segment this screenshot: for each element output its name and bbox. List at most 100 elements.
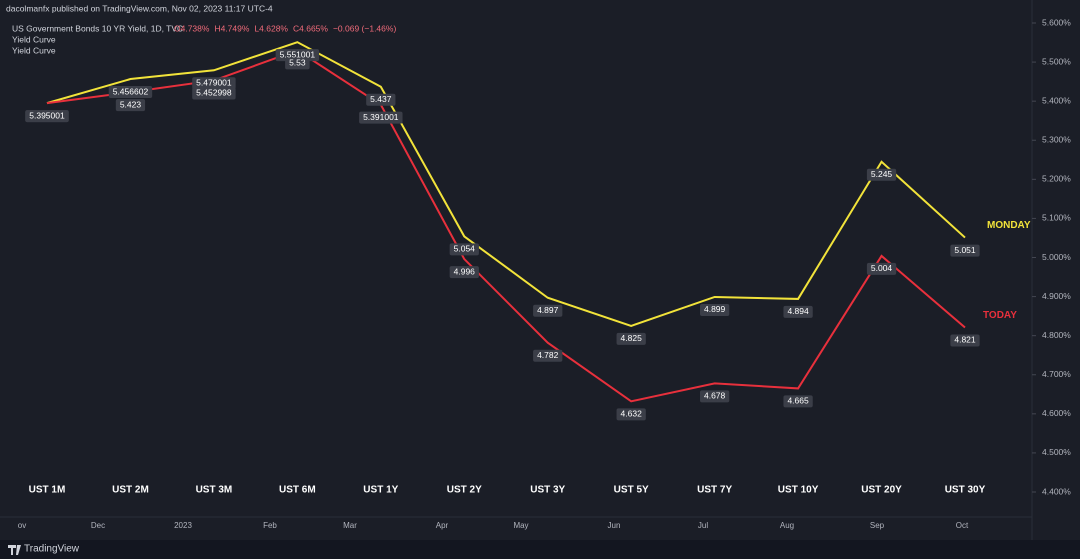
published: dacolmanfx published on TradingView.com,… xyxy=(6,3,273,13)
y-tick-label: 4.800% xyxy=(1042,330,1071,340)
x-tick-label: UST 30Y xyxy=(945,485,986,496)
value-label-text: 5.456602 xyxy=(113,86,149,96)
time-label: May xyxy=(513,521,528,530)
y-tick-label: 4.900% xyxy=(1042,291,1071,301)
value-label-text: 5.452998 xyxy=(196,88,232,98)
value-label-text: 4.897 xyxy=(537,305,559,315)
value-label-box xyxy=(699,303,730,316)
value-label: 5.054 xyxy=(449,243,479,256)
value-label-text: 5.479001 xyxy=(196,78,232,88)
value-label-box xyxy=(25,110,69,123)
y-tick-label: 5.600% xyxy=(1042,17,1071,27)
value-label: 4.678 xyxy=(699,390,730,403)
value-label: 5.53 xyxy=(285,57,310,70)
value-label-text: 4.678 xyxy=(704,391,726,401)
y-tick-label: 4.600% xyxy=(1042,408,1071,418)
value-label-text: 4.782 xyxy=(537,350,559,360)
value-label-box xyxy=(366,93,396,106)
value-label-text: 5.551001 xyxy=(280,49,316,59)
y-tick-label: 5.200% xyxy=(1042,174,1071,184)
y-tick-label: 4.400% xyxy=(1042,486,1071,496)
value-label: 4.996 xyxy=(449,266,479,279)
time-label: Jun xyxy=(608,521,621,530)
time-label: Dec xyxy=(91,521,105,530)
value-label-box xyxy=(285,57,310,70)
value-label: 4.894 xyxy=(783,305,813,318)
value-label: 5.456602 xyxy=(108,86,153,99)
x-tick-label: UST 5Y xyxy=(614,485,649,496)
value-label-text: 4.821 xyxy=(954,335,976,345)
value-label-text: 4.899 xyxy=(704,304,726,314)
indicator: Yield Curve xyxy=(12,45,56,55)
value-label-box xyxy=(699,390,730,403)
value-label-box xyxy=(950,334,980,347)
value-label-text: 5.245 xyxy=(871,169,893,179)
value-label: 4.632 xyxy=(616,408,646,421)
x-tick-label: UST 10Y xyxy=(778,485,819,496)
series-name: TODAY xyxy=(983,310,1017,321)
value-label: 4.899 xyxy=(699,303,730,316)
value-label-text: 4.894 xyxy=(787,306,809,316)
value-label-box xyxy=(950,244,980,257)
x-tick-label: UST 3Y xyxy=(530,485,565,496)
value-label: 5.004 xyxy=(866,262,897,275)
value-label-box xyxy=(192,77,236,90)
time-label: Jul xyxy=(698,521,708,530)
footer-bar xyxy=(0,540,1080,559)
value-label: 4.665 xyxy=(783,395,813,408)
value-label-text: 4.665 xyxy=(787,396,809,406)
value-label: 5.423 xyxy=(115,99,146,112)
value-label: 4.782 xyxy=(533,349,563,362)
value-label: 5.452998 xyxy=(192,87,236,100)
x-tick-label: UST 1M xyxy=(29,485,66,496)
value-label-text: 5.391001 xyxy=(363,112,399,122)
y-tick-label: 5.400% xyxy=(1042,95,1071,105)
value-label-box xyxy=(449,243,479,256)
time-label: Apr xyxy=(436,521,449,530)
x-tick-label: UST 6M xyxy=(279,485,316,496)
value-label-box xyxy=(115,99,146,112)
time-label: Mar xyxy=(343,521,357,530)
value-label-text: 5.004 xyxy=(871,263,893,273)
value-label-box xyxy=(192,87,236,100)
time-label: Oct xyxy=(956,521,969,530)
value-label-text: 5.423 xyxy=(120,99,142,109)
time-label: Aug xyxy=(780,521,794,530)
indicator: Yield Curve xyxy=(12,34,56,44)
y-tick-label: 5.500% xyxy=(1042,56,1071,66)
value-label: 4.821 xyxy=(950,334,980,347)
value-label-text: 4.632 xyxy=(621,409,643,419)
value-label-box xyxy=(783,395,813,408)
y-tick-label: 5.000% xyxy=(1042,252,1071,262)
value-label: 4.825 xyxy=(616,332,646,345)
x-tick-label: UST 1Y xyxy=(363,485,398,496)
value-label-text: 4.825 xyxy=(621,333,643,343)
symbol: US Government Bonds 10 YR Yield, 1D, TVC xyxy=(12,23,183,33)
ohlc-value: L4.628% xyxy=(254,23,288,33)
value-label-box xyxy=(359,111,403,124)
time-label: 2023 xyxy=(174,521,192,530)
value-label: 5.391001 xyxy=(359,111,403,124)
value-label: 4.897 xyxy=(533,304,563,317)
time-label: Sep xyxy=(870,521,885,530)
series-name: MONDAY xyxy=(987,220,1031,231)
x-tick-label: UST 7Y xyxy=(697,485,732,496)
y-tick-label: 5.300% xyxy=(1042,135,1071,145)
value-label: 5.395001 xyxy=(25,110,69,123)
value-label-box xyxy=(866,168,897,181)
value-label-box xyxy=(449,266,479,279)
x-tick-label: UST 2Y xyxy=(447,485,482,496)
ohlc-value: C4.665% xyxy=(293,23,328,33)
x-tick-label: UST 20Y xyxy=(861,485,902,496)
ohlc-value: O4.738% xyxy=(174,23,210,33)
value-label-box xyxy=(616,332,646,345)
value-label-box xyxy=(783,305,813,318)
value-label: 5.479001 xyxy=(192,77,236,90)
series-line xyxy=(46,41,966,327)
ohlc-value: H4.749% xyxy=(214,23,249,33)
logo xyxy=(8,545,21,555)
x-tick-label: UST 2M xyxy=(112,485,149,496)
value-label: 5.437 xyxy=(366,93,396,106)
